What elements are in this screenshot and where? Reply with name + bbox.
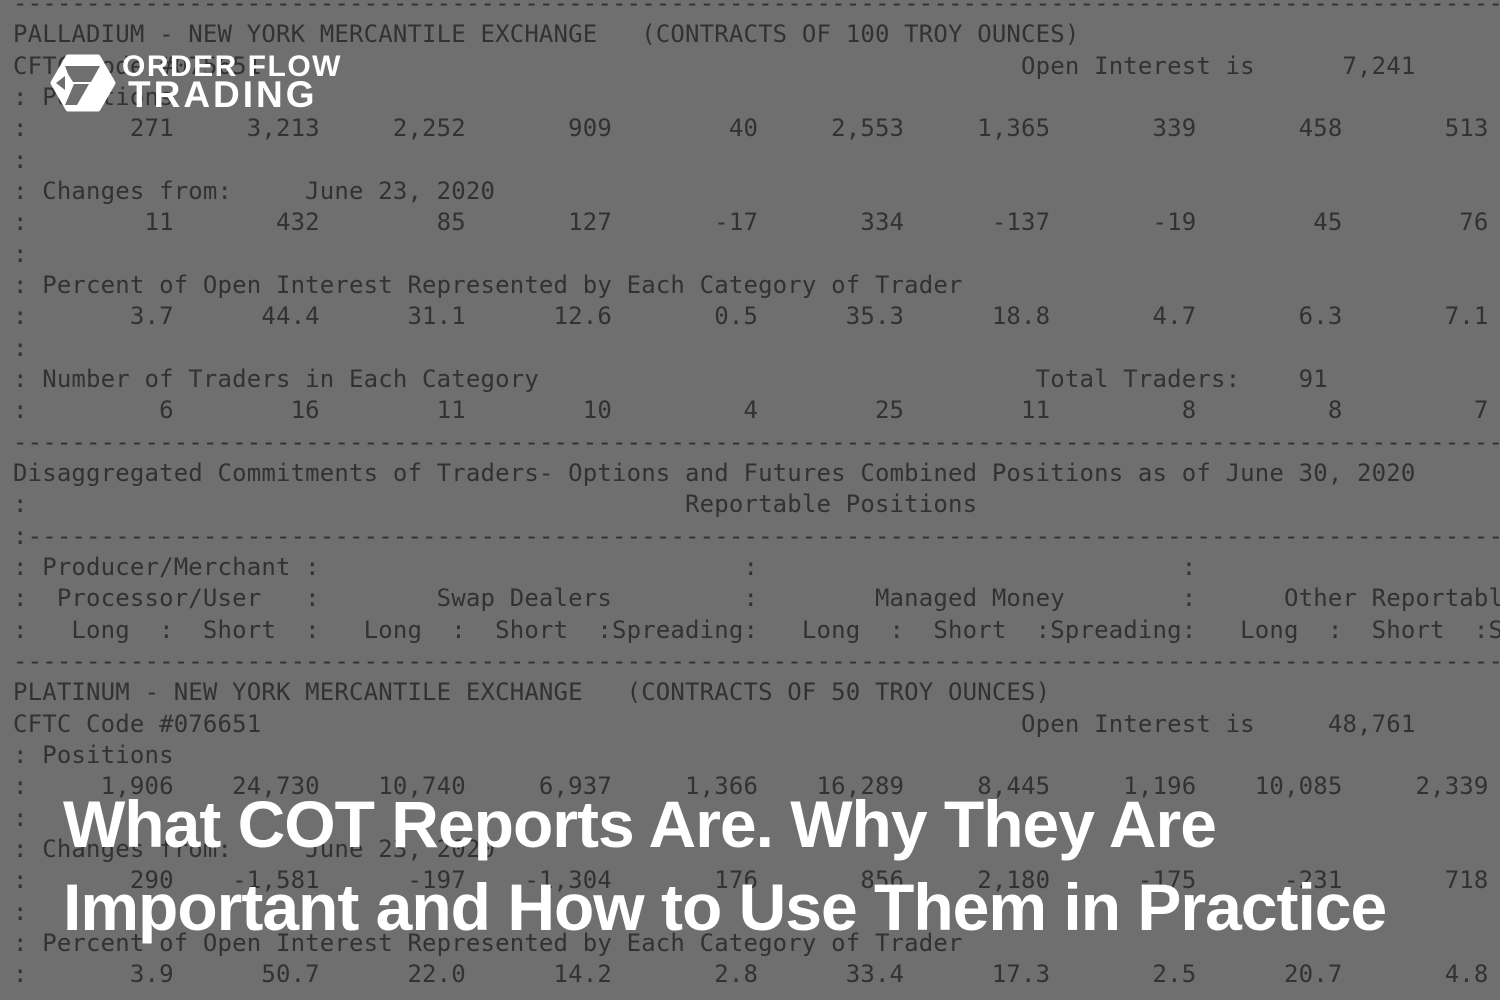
article-title-line1: What COT Reports Are. Why They Are	[63, 787, 1217, 861]
report-line: : Changes from: June 23, 2020	[13, 176, 496, 205]
order-flow-trading-logo: ORDER FLOW TRADING	[50, 52, 340, 115]
orderflow-hexagon-arrow-icon	[50, 54, 116, 112]
report-line: : Percent of Open Interest Represented b…	[13, 270, 963, 299]
report-line: CFTC Code #075651 Open Interest is 7,241	[13, 51, 1416, 80]
report-line: :---------------------------------------…	[13, 521, 1500, 550]
report-line: :	[13, 803, 28, 832]
report-line: :	[13, 145, 28, 174]
logo-line-trading: TRADING	[128, 74, 318, 115]
report-line: ----------------------------------------…	[13, 427, 1500, 456]
report-line: :	[13, 333, 28, 362]
report-line: : 3.9 50.7 22.0 14.2 2.8 33.4 17.3 2.5 2…	[13, 960, 1489, 989]
report-line: : 271 3,213 2,252 909 40 2,553 1,365 339…	[13, 114, 1489, 143]
report-line: : 11 432 85 127 -17 334 -137 -19 45 76	[13, 208, 1489, 237]
report-line: : Changes from: June 23, 2020	[13, 834, 496, 863]
report-line: ----------------------------------------…	[13, 646, 1500, 675]
report-line: : 6 16 11 10 4 25 11 8 8 7	[13, 396, 1489, 425]
cot-report-text: ----------------------------------------…	[13, 0, 1500, 1000]
report-line: : Processor/User : Swap Dealers : Manage…	[13, 584, 1500, 613]
report-line: : Number of Traders in Each Category Tot…	[13, 364, 1328, 393]
report-line: :	[13, 897, 28, 926]
report-line: CFTC Code #076651 Open Interest is 48,76…	[13, 709, 1416, 738]
report-line: : 290 -1,581 -197 -1,304 176 856 2,180 -…	[13, 866, 1489, 895]
logo-line-order-flow: ORDER FLOW	[122, 50, 342, 83]
report-line: : 1,906 24,730 10,740 6,937 1,366 16,289…	[13, 772, 1489, 801]
report-line: :	[13, 991, 1500, 1000]
report-line: : Reportable Positions	[13, 490, 978, 519]
article-title-line2: Important and How to Use Them in Practic…	[63, 870, 1387, 944]
report-line: PLATINUM - NEW YORK MERCANTILE EXCHANGE …	[13, 678, 1051, 707]
report-line: :	[13, 239, 28, 268]
report-line: : 3.7 44.4 31.1 12.6 0.5 35.3 18.8 4.7 6…	[13, 302, 1489, 331]
report-line: ----------------------------------------…	[13, 0, 1500, 17]
report-line: : Percent of Open Interest Represented b…	[13, 928, 963, 957]
report-line: Disaggregated Commitments of Traders- Op…	[13, 458, 1416, 487]
report-line: : Long : Short : Long : Short :Spreading…	[13, 615, 1500, 644]
report-line: : Producer/Merchant : : : :	[13, 552, 1500, 581]
report-line: PALLADIUM - NEW YORK MERCANTILE EXCHANGE…	[13, 20, 1080, 49]
report-line: : Positions	[13, 740, 174, 769]
